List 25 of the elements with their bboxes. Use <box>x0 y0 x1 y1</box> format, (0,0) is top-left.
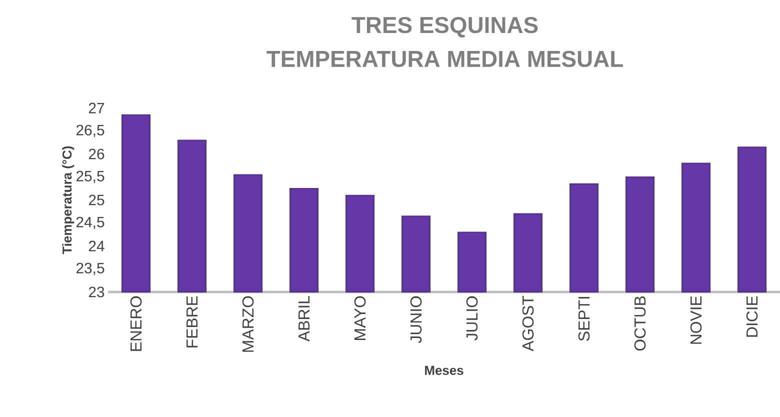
x-tick-label: SEPTI <box>578 296 590 341</box>
x-tick-label: AGOST <box>522 296 534 352</box>
y-tick-label: 23 <box>88 286 104 298</box>
x-axis-title: Meses <box>425 366 464 375</box>
x-tick-label: OCTUB <box>634 296 646 351</box>
y-tick-label: 25 <box>88 194 104 206</box>
x-tick-label: MARZO <box>242 296 254 352</box>
x-tick-label: MAYO <box>354 296 366 340</box>
x-tick-label: DICIE <box>746 296 758 337</box>
x-tick-label: ABRIL <box>298 296 310 342</box>
y-tick-label: 26 <box>88 148 104 160</box>
y-tick-label: 25,5 <box>76 170 104 184</box>
x-tick-label: JULIO <box>466 296 478 340</box>
y-tick-label: 24 <box>88 240 104 252</box>
x-tick-label: FEBRE <box>186 296 198 348</box>
y-tick-label: 26,5 <box>76 124 104 138</box>
chart-subtitle: TEMPERATURA MEDIA MESUAL <box>266 50 623 68</box>
chart-title: TRES ESQUINAS <box>352 16 538 38</box>
x-tick-label: ENERO <box>130 296 142 351</box>
y-tick-label: 24,5 <box>76 216 104 230</box>
y-axis-title: Tiemperatura (°C) <box>62 146 74 254</box>
x-tick-label: NOVIE <box>690 296 702 344</box>
y-tick-label: 27 <box>88 102 104 114</box>
y-tick-label: 23,5 <box>76 262 104 276</box>
x-tick-label: JUNIO <box>410 296 422 344</box>
